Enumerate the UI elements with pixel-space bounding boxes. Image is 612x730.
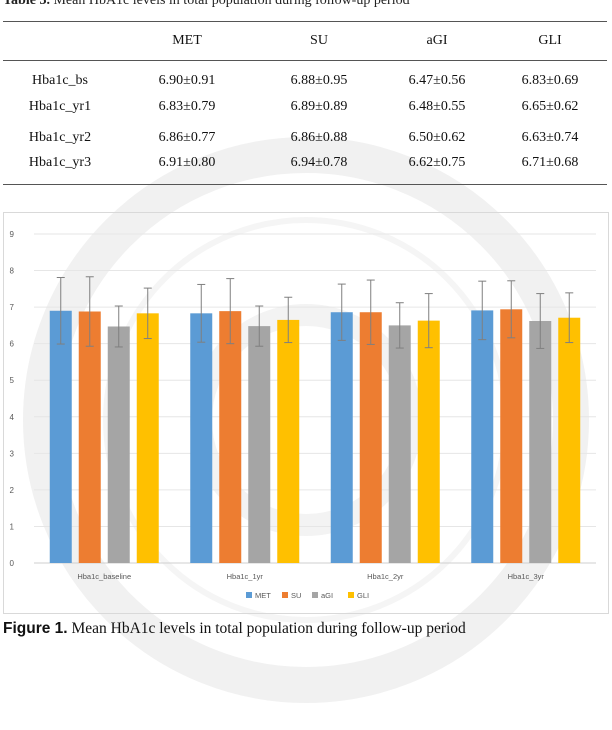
table-cell: 6.50±0.62 — [408, 130, 466, 145]
table-cell: 6.90±0.91 — [158, 73, 216, 89]
y-tick-label: 4 — [10, 413, 15, 422]
y-tick-label: 7 — [10, 303, 15, 312]
table-cell: 6.62±0.75 — [381, 153, 493, 185]
bar-su — [78, 311, 101, 563]
table-cell: 6.71±0.68 — [493, 153, 607, 185]
y-tick-label: 9 — [10, 230, 15, 239]
bar-met — [330, 312, 353, 563]
legend-label: aGI — [321, 591, 333, 600]
x-category-label: Hba1c_baseline — [77, 572, 131, 581]
legend-label: MET — [255, 591, 271, 600]
table-cell: 6.63±0.74 — [521, 130, 579, 145]
column-header-su: SU — [257, 21, 381, 61]
table-row: Hba1c_bs 6.90±0.91 6.88±0.95 6.47±0.56 6… — [3, 61, 607, 92]
y-tick-label: 1 — [10, 522, 15, 531]
table-cell: 6.86±0.88 — [290, 130, 348, 145]
column-header-agi: aGI — [381, 21, 493, 61]
table-cell: 6.65±0.62 — [521, 99, 579, 114]
y-tick-label: 0 — [10, 559, 15, 568]
table-cell: 6.47±0.56 — [408, 73, 466, 89]
y-tick-label: 2 — [10, 486, 15, 495]
row-label: Hba1c_yr2 — [28, 130, 92, 145]
table-cell: 6.91±0.80 — [117, 153, 257, 185]
bar-su — [359, 312, 382, 563]
table-header-row: MET SU aGI GLI — [3, 21, 607, 61]
bar-met — [49, 310, 72, 563]
figure-caption: Figure 1. Mean HbA1c levels in total pop… — [3, 620, 466, 637]
hba1c-table: MET SU aGI GLI Hba1c_bs 6.90±0.91 6.88±0… — [3, 21, 607, 185]
bar-su — [500, 309, 523, 563]
y-tick-label: 5 — [10, 376, 15, 385]
table-cell: 6.89±0.89 — [290, 99, 348, 114]
legend-label: SU — [291, 591, 301, 600]
bar-gli — [136, 313, 159, 563]
bar-met — [190, 313, 213, 563]
bar-agi — [529, 321, 552, 563]
bar-gli — [417, 320, 440, 563]
legend-label: GLI — [357, 591, 369, 600]
column-header — [3, 21, 117, 61]
bar-agi — [248, 326, 271, 563]
hba1c-bar-chart: 0 1 2 3 4 5 6 7 8 9 Hba1c_baseline Hba1c_1yr Hba1c_2… — [10, 230, 596, 600]
x-category-label: Hba1c_3yr — [508, 572, 545, 581]
table-cell: 6.94±0.78 — [257, 153, 381, 185]
bar-agi — [388, 325, 411, 563]
row-label: Hba1c_yr3 — [3, 153, 117, 185]
legend-swatch-met — [246, 592, 252, 598]
table-row: Hba1c_yr1 6.83±0.79 6.89±0.89 6.48±0.55 … — [3, 92, 607, 123]
table-row: Hba1c_yr3 6.91±0.80 6.94±0.78 6.62±0.75 … — [3, 153, 607, 185]
table-cell: 6.83±0.69 — [521, 73, 579, 89]
bar-gli — [558, 317, 581, 563]
y-tick-label: 6 — [10, 340, 15, 349]
table-row: Hba1c_yr2 6.86±0.77 6.86±0.88 6.50±0.62 … — [3, 123, 607, 154]
chart-frame: 0 1 2 3 4 5 6 7 8 9 Hba1c_baseline Hba1c_1yr Hba1c_2… — [3, 212, 609, 614]
bar-gli — [277, 319, 300, 563]
x-category-label: Hba1c_2yr — [367, 572, 404, 581]
x-category-label: Hba1c_1yr — [227, 572, 264, 581]
legend-swatch-gli — [348, 592, 354, 598]
table-cell: 6.83±0.79 — [158, 99, 216, 114]
column-header-met: MET — [117, 21, 257, 61]
bar-agi — [107, 326, 130, 563]
row-label: Hba1c_bs — [32, 73, 88, 89]
table-cell: 6.48±0.55 — [408, 99, 466, 114]
table-caption: Table 3. Mean HbA1c levels in total popu… — [3, 0, 410, 8]
row-label: Hba1c_yr1 — [28, 99, 92, 114]
table-cell: 6.88±0.95 — [290, 73, 348, 89]
table-cell: 6.86±0.77 — [158, 130, 216, 145]
legend-swatch-su — [282, 592, 288, 598]
y-tick-label: 3 — [10, 449, 15, 458]
y-tick-label: 8 — [10, 267, 15, 276]
bar-su — [219, 311, 242, 563]
legend-swatch-agi — [312, 592, 318, 598]
bar-met — [471, 310, 494, 563]
column-header-gli: GLI — [493, 21, 607, 61]
